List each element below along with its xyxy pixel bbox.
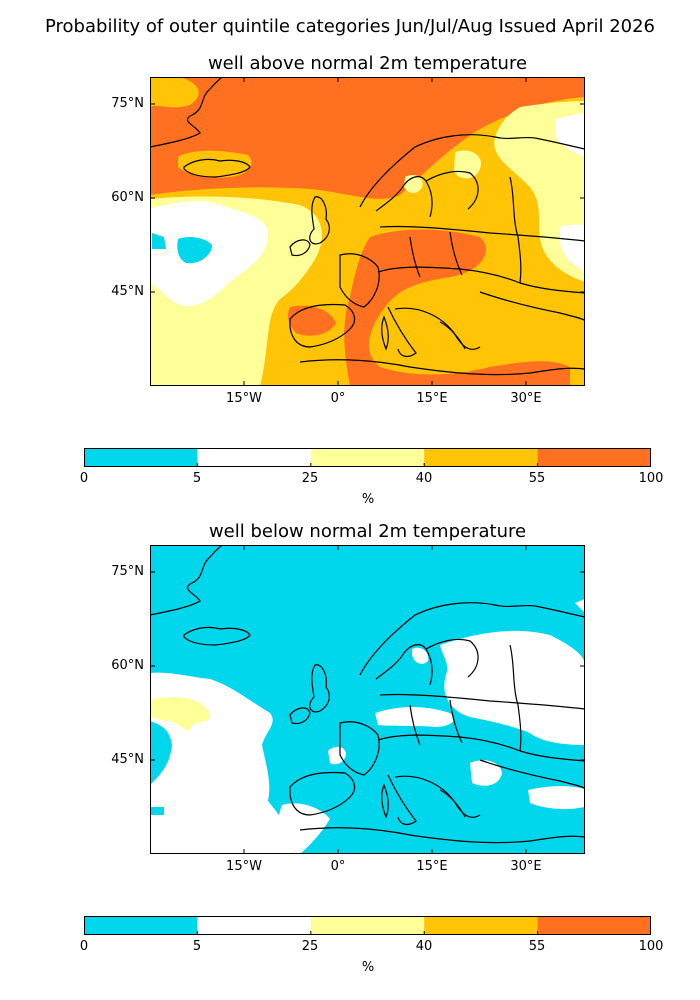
colorbar-tick-0-below: 0 — [79, 939, 89, 954]
lon-label-15w: 15°W — [226, 391, 262, 406]
field-5-25-ne — [575, 599, 585, 613]
map-svg-above — [150, 77, 585, 386]
field-55-100-central — [344, 229, 570, 386]
field-40-55-iceland — [178, 150, 252, 178]
field-0-5 — [177, 237, 212, 264]
colorbar-tick-40: 40 — [415, 471, 433, 486]
field-5-25-east2 — [560, 224, 585, 272]
lat-label-45n: 45°N — [111, 284, 144, 299]
field-40-55-nw — [150, 77, 199, 108]
colorbar-unit: % — [361, 492, 375, 507]
colorbar-tick-25: 25 — [301, 471, 319, 486]
colorbar-segment-40-55 — [424, 916, 539, 935]
field-5-25-turkey — [528, 786, 585, 810]
field-5-25-east — [440, 630, 585, 745]
field-5-25-scand — [412, 647, 429, 664]
colorbar-tick-100: 100 — [638, 471, 664, 486]
colorbar-tick-5-below: 5 — [192, 939, 202, 954]
colorbar-tick-40-below: 40 — [415, 939, 433, 954]
lat-label-60n-below: 60°N — [111, 658, 144, 673]
coastlines-above — [150, 77, 585, 376]
field-25-40 — [150, 697, 211, 731]
lon-label-0: 0° — [330, 391, 346, 406]
colorbar-segment-0-5 — [84, 916, 198, 935]
colorbar-tick-5: 5 — [192, 471, 202, 486]
colorbar-below — [84, 916, 652, 935]
colorbar-segment-0-5 — [84, 448, 198, 467]
lon-label-30e: 30°E — [510, 391, 542, 406]
colorbar-tick-100-below: 100 — [638, 939, 664, 954]
panel-title-below: well below normal 2m temperature — [208, 521, 527, 542]
colorbar-segment-55-100 — [537, 916, 652, 935]
lon-label-15e: 15°E — [416, 391, 448, 406]
colorbar-segment-25-40 — [310, 916, 425, 935]
colorbar-above — [84, 448, 652, 467]
colorbar-svg-above — [84, 448, 652, 467]
colorbar-segment-25-40 — [310, 448, 425, 467]
colorbar-tick-55: 55 — [528, 471, 546, 486]
panel-title-above: well above normal 2m temperature — [207, 53, 528, 74]
axis-ticks-below — [150, 545, 585, 854]
field-5-25-france — [328, 746, 346, 765]
lat-label-75n: 75°N — [111, 96, 144, 111]
field-5-25-balkan — [470, 760, 502, 786]
colorbar-segment-5-25 — [197, 916, 312, 935]
map-svg-below — [150, 545, 585, 854]
colorbar-svg-below — [84, 916, 652, 935]
map-well-below-normal — [150, 545, 585, 854]
field-5-25-iberia — [278, 803, 330, 854]
colorbar-segment-55-100 — [537, 448, 652, 467]
lon-label-15e-below: 15°E — [416, 859, 448, 874]
lon-label-15w-below: 15°W — [226, 859, 262, 874]
axis-ticks-above — [150, 77, 585, 386]
lat-label-45n-below: 45°N — [111, 752, 144, 767]
colorbar-border — [84, 916, 651, 935]
map-well-above-normal — [150, 77, 585, 386]
lat-label-60n: 60°N — [111, 190, 144, 205]
colorbar-tick-0: 0 — [79, 471, 89, 486]
field-0-5-edge — [152, 233, 166, 249]
lon-label-30e-below: 30°E — [510, 859, 542, 874]
colorbar-tick-25-below: 25 — [301, 939, 319, 954]
colorbar-unit-below: % — [361, 960, 375, 975]
colorbar-tick-55-below: 55 — [528, 939, 546, 954]
colorbar-segment-40-55 — [424, 448, 539, 467]
field-55-100-iberia — [288, 305, 336, 336]
lon-label-0-below: 0° — [330, 859, 346, 874]
figure-title: Probability of outer quintile categories… — [45, 16, 655, 37]
field-5-25-germany — [375, 707, 455, 727]
coastlines-below — [150, 545, 585, 844]
lat-label-75n-below: 75°N — [111, 564, 144, 579]
colorbar-border — [84, 448, 651, 467]
field-5-25-east — [555, 113, 585, 157]
colorbar-segment-5-25 — [197, 448, 312, 467]
